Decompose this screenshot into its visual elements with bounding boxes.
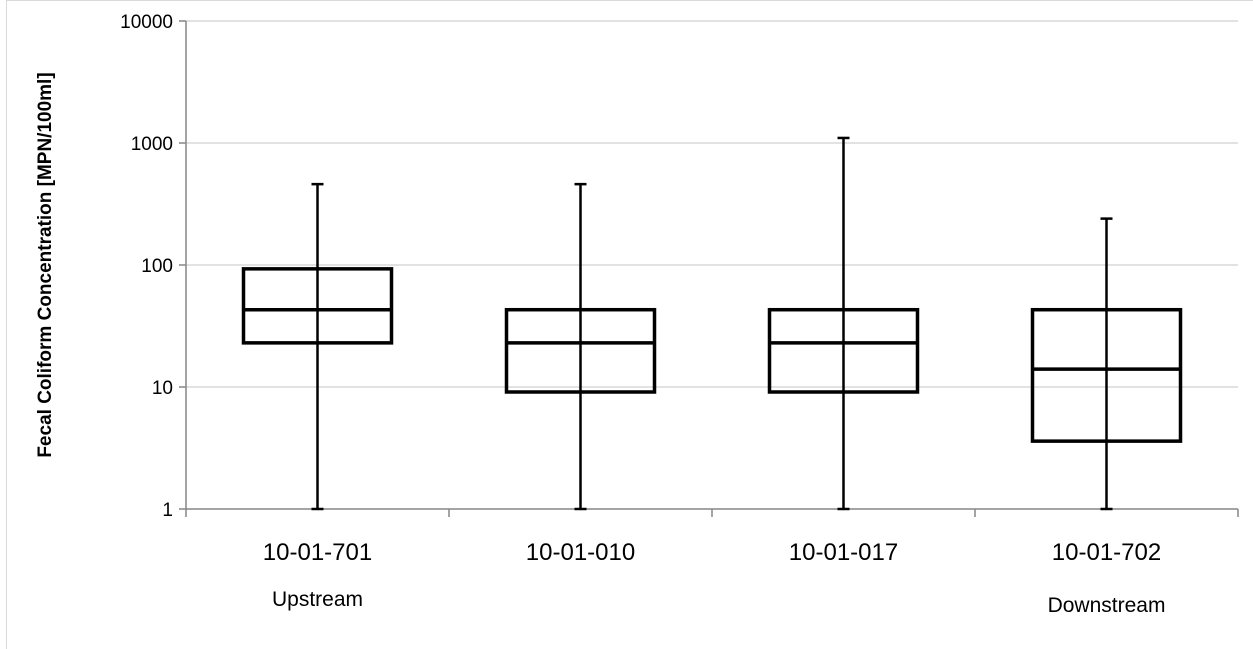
y-tick-label: 1 bbox=[162, 500, 173, 521]
gridlines bbox=[186, 20, 1238, 388]
box-10-01-017 bbox=[767, 136, 920, 511]
box-iqr bbox=[1030, 307, 1183, 443]
axes bbox=[179, 20, 1239, 517]
y-tick-label: 100 bbox=[141, 256, 173, 277]
y-axis-title: Fecal Coliform Concentration [MPN/100ml] bbox=[35, 72, 56, 457]
box-10-01-702 bbox=[1030, 217, 1183, 511]
y-tick-label: 10 bbox=[152, 378, 173, 399]
box-iqr bbox=[504, 307, 657, 394]
box-10-01-701 bbox=[241, 182, 394, 511]
y-tick-label: 1000 bbox=[131, 134, 173, 155]
y-tick-label: 10000 bbox=[120, 12, 173, 33]
y-tick-labels: 1 10 100 1000 10000 bbox=[120, 12, 173, 521]
box-10-01-010 bbox=[504, 182, 657, 511]
box-iqr bbox=[767, 307, 920, 394]
boxes bbox=[241, 136, 1183, 511]
x-category-sublabel: Upstream bbox=[272, 588, 363, 611]
x-category-label: 10-01-017 bbox=[789, 539, 898, 566]
x-category-label: 10-01-701 bbox=[263, 539, 372, 566]
x-category-label: 10-01-010 bbox=[526, 539, 635, 566]
box-iqr bbox=[241, 267, 394, 345]
chart-frame bbox=[6, 0, 1253, 649]
x-category-label: 10-01-702 bbox=[1052, 539, 1161, 566]
x-category-sublabel: Downstream bbox=[1048, 594, 1166, 617]
x-category-labels: 10-01-701 Upstream 10-01-010 10-01-017 10-01… bbox=[263, 539, 1166, 617]
